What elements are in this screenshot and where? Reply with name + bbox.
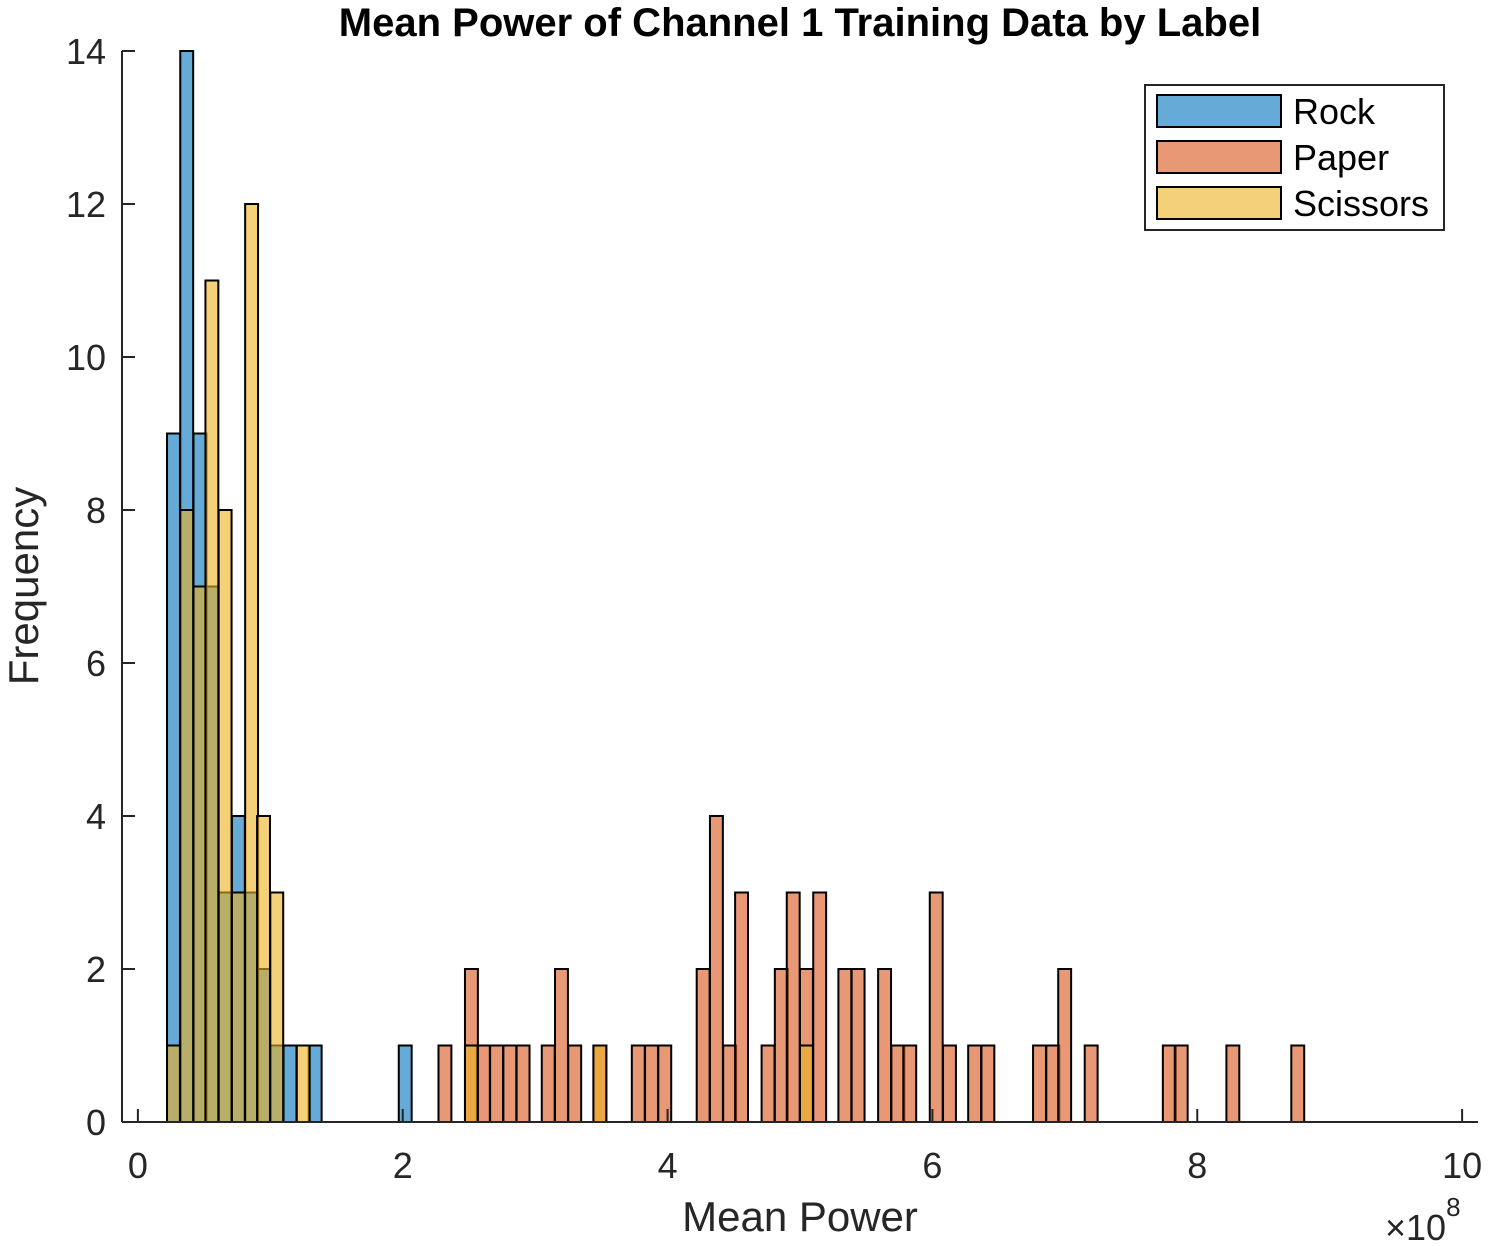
paper-bar <box>657 1044 673 1123</box>
paper-bar <box>1173 1044 1189 1123</box>
bars-layer <box>166 50 1414 1123</box>
rock-bar <box>282 1044 298 1123</box>
paper-bar <box>1057 968 1073 1123</box>
paper-bar <box>837 968 853 1123</box>
legend-label-scissors: Scissors <box>1293 183 1429 224</box>
axes-layer <box>121 51 1478 1123</box>
legend-swatch-paper <box>1156 140 1282 174</box>
paper-bar <box>540 1044 556 1123</box>
x-tick-label: 10 <box>1442 1145 1482 1186</box>
paper-bar <box>489 1044 505 1123</box>
paper-bar <box>877 968 893 1123</box>
paper-bar <box>734 891 750 1123</box>
rock-bar <box>166 432 181 1123</box>
scissors-bar <box>204 279 220 1123</box>
x-exponent-power: 8 <box>1446 1192 1460 1222</box>
paper-bar <box>902 1044 918 1123</box>
scissors-bar <box>269 891 285 1123</box>
rock-bar <box>397 1044 413 1123</box>
scissors-bar <box>295 1044 311 1123</box>
legend-label-rock: Rock <box>1293 91 1376 132</box>
paper-bar <box>928 891 944 1123</box>
scissors-bar <box>217 509 233 1123</box>
x-tick-label: 2 <box>393 1145 413 1186</box>
paper-bar <box>785 891 801 1123</box>
series-paper <box>437 815 1414 1123</box>
paper-bar <box>644 1044 659 1123</box>
paper-bar <box>760 1044 776 1123</box>
x-exponent-base: ×10 <box>1385 1207 1446 1246</box>
scissors-bar <box>799 1044 814 1123</box>
legend-label-paper: Paper <box>1293 137 1389 178</box>
paper-bar <box>515 1044 531 1123</box>
paper-bar <box>942 1044 957 1123</box>
y-tick-label: 12 <box>66 184 106 225</box>
paper-bar <box>967 1044 983 1123</box>
y-tick-label: 4 <box>86 796 106 837</box>
paper-bar <box>812 891 828 1123</box>
scissors-bar <box>256 815 271 1123</box>
paper-bar <box>850 968 866 1123</box>
paper-bar <box>567 1044 583 1123</box>
x-tick-label: 8 <box>1187 1145 1207 1186</box>
paper-bar <box>1225 1044 1241 1123</box>
y-tick-label: 10 <box>66 337 106 378</box>
paper-bar <box>695 968 711 1123</box>
x-tick-label: 6 <box>922 1145 942 1186</box>
paper-bar <box>708 815 724 1123</box>
x-axis-exponent: ×108 <box>1385 1192 1461 1246</box>
scissors-bar <box>230 891 246 1123</box>
legend-swatch-scissors <box>1156 186 1282 220</box>
paper-bar <box>630 1044 646 1123</box>
legend: Rock Paper Scissors <box>1144 84 1445 231</box>
y-tick-label: 2 <box>86 949 106 990</box>
scissors-bar <box>166 1044 181 1123</box>
paper-bar <box>980 1044 996 1123</box>
y-tick-label: 6 <box>86 643 106 684</box>
paper-bar <box>1290 1044 1306 1123</box>
y-tick-label: 8 <box>86 490 106 531</box>
y-axis-label: Frequency <box>0 487 47 685</box>
paper-bar <box>1083 1044 1099 1123</box>
paper-bar <box>1032 1044 1047 1123</box>
legend-swatch-rock <box>1156 94 1282 128</box>
paper-bar <box>502 1044 518 1123</box>
x-axis-label: Mean Power <box>682 1193 918 1240</box>
scissors-bar <box>592 1044 608 1123</box>
scissors-bar <box>463 1044 479 1123</box>
y-tick-label: 0 <box>86 1102 106 1143</box>
x-tick-label: 0 <box>128 1145 148 1186</box>
series-scissors <box>166 203 814 1123</box>
paper-bar <box>554 968 569 1123</box>
x-tick-label: 4 <box>658 1145 678 1186</box>
paper-bar <box>437 1044 453 1123</box>
ticks-layer: 0 2 4 6 8 10 0 2 4 6 8 10 12 14 <box>66 31 1482 1186</box>
scissors-bar <box>179 509 195 1123</box>
chart-title: Mean Power of Channel 1 Training Data by… <box>339 1 1261 45</box>
y-tick-label: 14 <box>66 31 106 72</box>
